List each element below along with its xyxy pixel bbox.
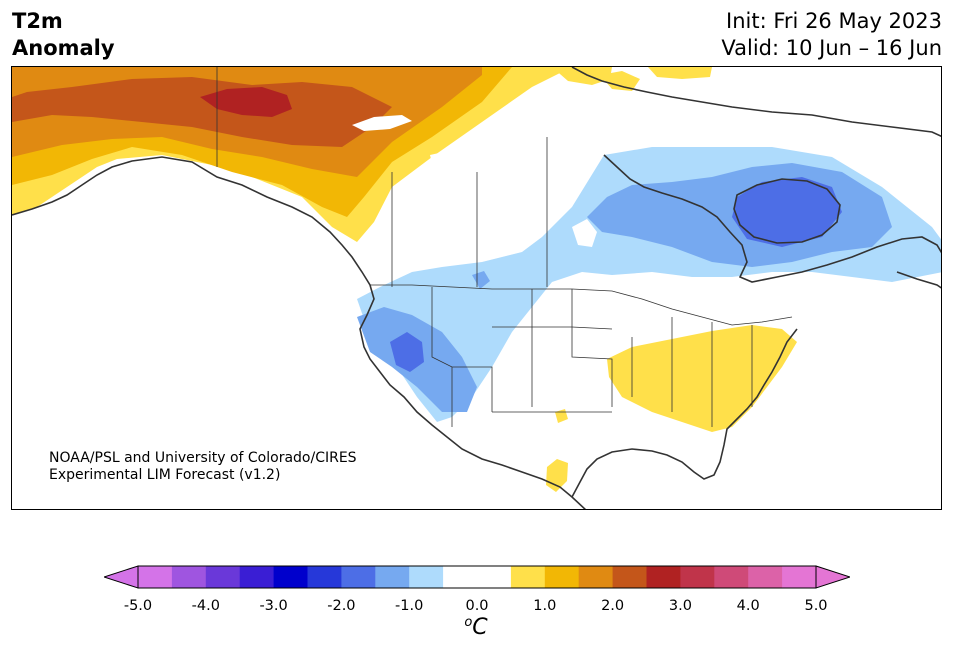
colorbar-segment (205, 566, 241, 588)
colorbar-tick-label: 4.0 (736, 598, 760, 614)
white-patch-3 (572, 219, 597, 247)
unit-letter: C (472, 615, 488, 640)
warm-region-11 (546, 459, 568, 492)
colorbar-segment (171, 566, 207, 588)
colorbar-frame (137, 565, 817, 589)
variable-title: T2m (12, 9, 63, 33)
warm-region-6 (552, 67, 612, 85)
credit-text: NOAA/PSL and University of Colorado/CIRE… (49, 450, 357, 484)
colorbar-segment (510, 566, 546, 588)
colorbar-segment (748, 566, 783, 588)
cool-region-3 (732, 177, 842, 247)
cool-region-5 (390, 332, 424, 372)
init-date: Init: Fri 26 May 2023 (726, 9, 942, 33)
colorbar-tick-label: 3.0 (668, 598, 692, 614)
warm-region-4 (12, 77, 392, 147)
unit-degree: o (464, 615, 473, 630)
colorbar-segment (544, 566, 580, 588)
colorbar-segment (782, 566, 817, 588)
colorbar-segment (341, 566, 376, 588)
colorbar-segment (375, 566, 410, 588)
colorbar-segment (714, 566, 749, 588)
colorbar-unit: oC (464, 615, 487, 640)
warm-region-5 (200, 87, 292, 117)
colorbar-tick-label: -5.0 (123, 598, 153, 614)
warm-region-10 (555, 409, 568, 423)
colorbar-segment (409, 566, 444, 588)
colorbar-tick-label: 2.0 (601, 598, 625, 614)
colorbar-tick-label: -1.0 (395, 598, 424, 614)
colorbar-segment (477, 566, 512, 588)
colorbar-segment (273, 566, 308, 588)
date-block: Init: Fri 26 May 2023 Valid: 10 Jun – 16… (721, 8, 942, 62)
map-svg (12, 67, 941, 509)
colorbar-segment (239, 566, 275, 588)
credit-line-1: NOAA/PSL and University of Colorado/CIRE… (49, 450, 357, 466)
colorbar-segment (307, 566, 342, 588)
colorbar-tick-label: 1.0 (533, 598, 557, 614)
title-block: T2m Anomaly (12, 8, 115, 62)
cool-region-6 (472, 271, 490, 289)
white-patch-2 (430, 147, 484, 163)
anomaly-map (11, 66, 942, 510)
colorbar-tick-label: -3.0 (259, 598, 288, 614)
colorbar-under-triangle (104, 565, 139, 589)
colorbar-segment (680, 566, 715, 588)
valid-range: Valid: 10 Jun – 16 Jun (721, 36, 942, 60)
anomaly-subtitle: Anomaly (12, 36, 115, 60)
warm-region-7 (600, 71, 640, 91)
warm-region-8 (648, 67, 712, 79)
colorbar-over-triangle (815, 565, 850, 589)
colorbar-tick-label: -4.0 (191, 598, 220, 614)
colorbar-tick-label: 0.0 (465, 598, 489, 614)
credit-line-2: Experimental LIM Forecast (v1.2) (49, 467, 281, 483)
colorbar-segment (578, 566, 614, 588)
white-patch-1 (352, 115, 412, 131)
colorbar-segment (612, 566, 647, 588)
political-borders (216, 67, 793, 427)
colorbar (104, 565, 850, 589)
colorbar-segment (443, 566, 478, 588)
colorbar-segment (646, 566, 681, 588)
colorbar-tick-label: -2.0 (327, 598, 356, 614)
colorbar-tick-label: 5.0 (804, 598, 828, 614)
colorbar-segment (138, 566, 173, 588)
